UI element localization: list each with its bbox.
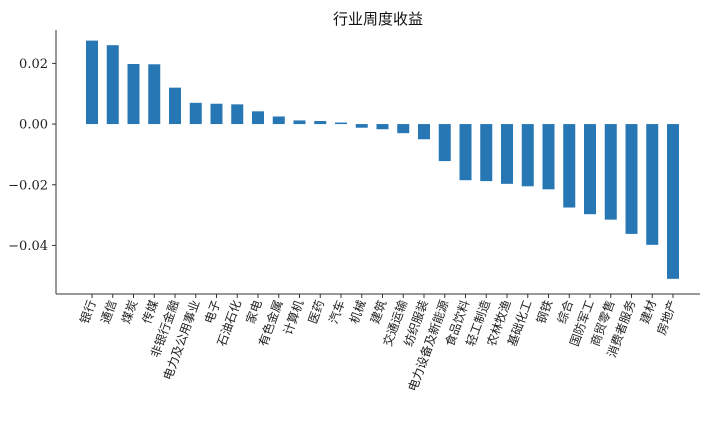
x-tick-label: 建材 xyxy=(638,298,659,325)
bar xyxy=(376,124,389,130)
x-tick-label: 传媒 xyxy=(139,298,161,326)
bar xyxy=(646,124,659,245)
bars xyxy=(86,40,679,279)
bar xyxy=(459,124,472,181)
bar xyxy=(148,64,161,125)
y-tick-label: 0.02 xyxy=(19,57,48,72)
x-tick-label: 钢铁 xyxy=(534,298,555,325)
bar xyxy=(189,102,202,125)
y-tick-label: −0.04 xyxy=(8,239,48,254)
x-tick-label: 电子 xyxy=(202,298,223,325)
x-axis-labels: 银行 通信 煤炭 传媒非银行金融电力及公用事业 电子石油石化 家电有色金属计算机 医药 汽车机… xyxy=(77,294,680,393)
bar xyxy=(106,45,119,125)
bar xyxy=(231,104,244,125)
bar xyxy=(252,111,264,125)
x-tick-label: 机械 xyxy=(346,298,368,326)
x-tick-label: 医药 xyxy=(306,298,327,325)
bar xyxy=(86,40,98,125)
bar xyxy=(210,103,223,125)
bar xyxy=(604,124,617,220)
bar xyxy=(397,124,410,134)
bar xyxy=(563,124,576,208)
bar xyxy=(667,124,679,279)
x-tick-label: 银行 xyxy=(77,298,98,325)
y-tick-label: −0.02 xyxy=(8,178,48,193)
bar xyxy=(335,122,347,125)
x-tick-label: 煤炭 xyxy=(119,298,140,325)
bar xyxy=(584,124,596,215)
x-tick-label: 家电 xyxy=(243,298,265,326)
x-tick-label: 通信 xyxy=(98,298,119,325)
bar xyxy=(480,124,493,182)
x-tick-label: 综合 xyxy=(554,298,576,326)
bar xyxy=(521,124,534,187)
x-tick-label: 建筑 xyxy=(367,298,389,326)
bar xyxy=(542,124,555,190)
x-tick-label: 汽车 xyxy=(326,298,348,326)
bar xyxy=(314,121,327,125)
y-tick-label: 0.00 xyxy=(19,118,48,133)
chart-title: 行业周度收益 xyxy=(333,10,423,28)
bar xyxy=(272,116,285,125)
bar xyxy=(293,120,306,125)
bar xyxy=(501,124,513,184)
bar xyxy=(355,124,368,128)
bar xyxy=(169,87,181,125)
bar xyxy=(418,124,430,140)
y-axis-ticks: 0.02 0.00 −0.02 −0.04 xyxy=(8,57,56,254)
bar xyxy=(127,63,140,125)
bar xyxy=(625,124,638,234)
bar xyxy=(438,124,451,162)
